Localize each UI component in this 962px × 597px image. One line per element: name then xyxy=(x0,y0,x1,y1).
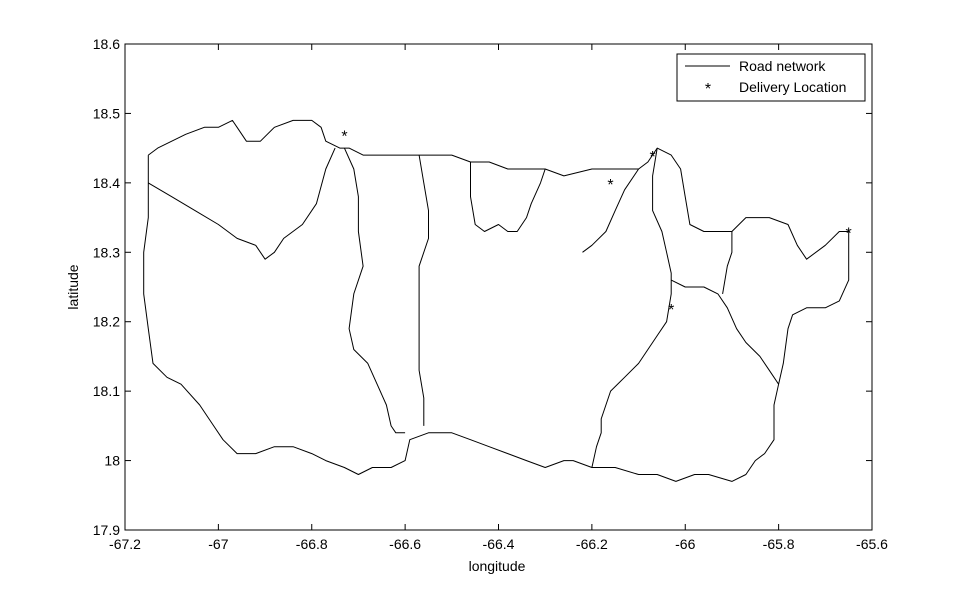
road-segment xyxy=(591,148,672,468)
x-tick-label: -66 xyxy=(675,536,695,552)
legend: Road network * Delivery Location xyxy=(676,53,866,102)
road-segment xyxy=(148,147,336,260)
x-tick-label: -65.6 xyxy=(856,536,888,552)
delivery-location-marker: * xyxy=(607,177,613,194)
tick-layer: -67.2 -67 -66.8 -66.6 -66.4 -66.2 -66 -65.8 -65.… xyxy=(93,36,888,552)
legend-box xyxy=(676,53,866,102)
y-tick-label: 18.6 xyxy=(93,36,120,52)
delivery-location-marker: * xyxy=(846,225,852,242)
x-axis-label: longitude xyxy=(469,558,526,574)
delivery-location-marker: * xyxy=(668,302,674,319)
series-layer: * * * * * xyxy=(143,119,852,482)
road-segment xyxy=(582,168,640,253)
y-tick-label: 18.5 xyxy=(93,105,120,121)
x-tick-label: -67.2 xyxy=(109,536,141,552)
x-tick-label: -66.4 xyxy=(483,536,515,552)
delivery-location-marker: * xyxy=(649,149,655,166)
x-tick-label: -66.8 xyxy=(296,536,328,552)
y-tick-label: 18.4 xyxy=(93,175,120,191)
x-tick-label: -67 xyxy=(208,536,228,552)
road-segment xyxy=(343,147,406,434)
legend-road-label: Road network xyxy=(739,58,826,74)
plot-area xyxy=(124,43,873,531)
y-tick-label: 18.2 xyxy=(93,314,120,330)
road-segment xyxy=(470,162,546,232)
x-tick-label: -66.6 xyxy=(389,536,421,552)
delivery-location-marker: * xyxy=(341,128,347,145)
road-segment xyxy=(722,231,733,294)
road-segment xyxy=(670,279,780,385)
y-tick-label: 18.3 xyxy=(93,244,120,260)
y-axis-label: latitude xyxy=(65,264,81,309)
y-tick-label: 18 xyxy=(104,453,120,469)
legend-delivery-swatch: * xyxy=(705,81,711,98)
road-segment xyxy=(143,119,850,482)
y-tick-label: 18.1 xyxy=(93,383,120,399)
legend-delivery-label: Delivery Location xyxy=(739,79,846,95)
x-tick-label: -65.8 xyxy=(763,536,795,552)
y-tick-label: 17.9 xyxy=(93,522,120,538)
road-segment xyxy=(418,155,429,426)
x-tick-label: -66.2 xyxy=(576,536,608,552)
